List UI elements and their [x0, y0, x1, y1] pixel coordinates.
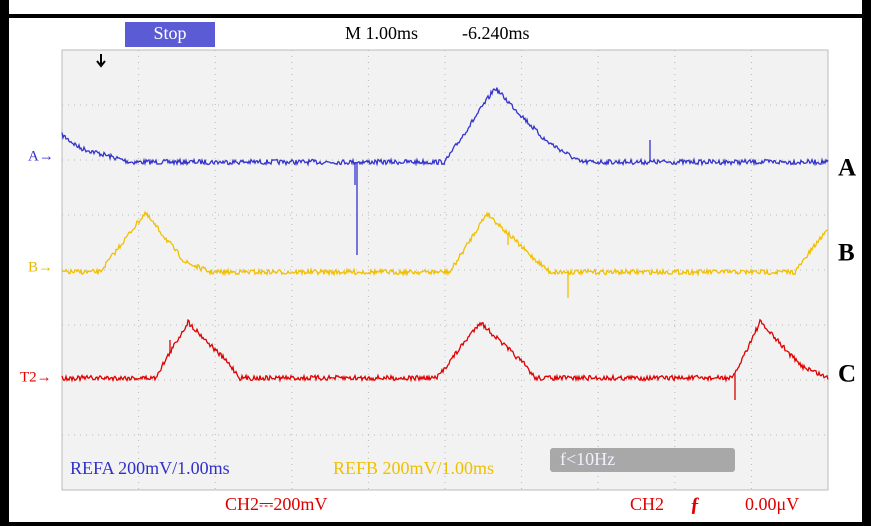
reference-readout: REFB 200mV/1.00ms: [333, 458, 494, 478]
frame-top: [0, 14, 871, 18]
frame-left: [0, 0, 9, 526]
frame-bottom: [0, 522, 871, 526]
timebase: M 1.00ms: [345, 23, 418, 43]
channel-marker: T2→: [20, 369, 52, 385]
oscilloscope-screen: Stop M 1.00ms -6.240ms A→ B→ T2→ A B C R…: [0, 0, 871, 526]
trigger-slope: ƒ: [690, 494, 700, 516]
reference-readout: REFA 200mV/1.00ms: [70, 458, 230, 478]
status: Stop: [153, 23, 186, 43]
trigger-level: 0.00μV: [745, 494, 799, 514]
trace-label: C: [838, 361, 856, 388]
trace-label: B: [838, 240, 855, 267]
ch2-scale: CH2⎓200mV: [225, 494, 327, 514]
channel-marker: A→: [28, 148, 54, 164]
trigger-source: CH2: [630, 494, 664, 514]
trace-label: A: [838, 155, 856, 182]
channel-marker: B→: [28, 259, 53, 275]
frame-right: [862, 0, 871, 526]
frequency: f<10Hz: [560, 449, 615, 469]
trigger-position: -6.240ms: [462, 23, 530, 43]
